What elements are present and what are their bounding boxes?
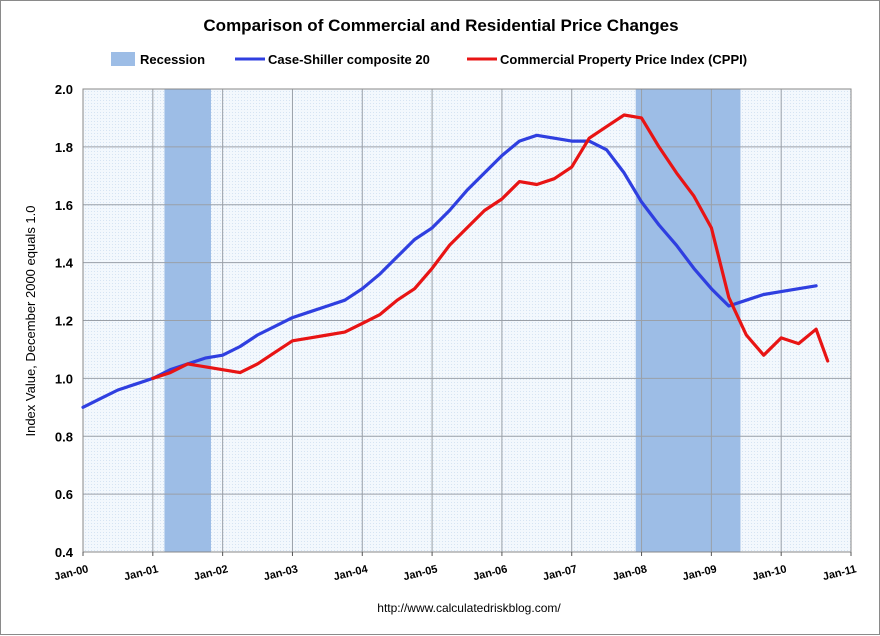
x-tick-label: Jan-11 xyxy=(822,563,858,583)
x-tick-label: Jan-05 xyxy=(402,563,439,583)
y-tick-label: 2.0 xyxy=(55,82,73,97)
x-tick-label: Jan-08 xyxy=(612,563,649,583)
legend-label-recession: Recession xyxy=(140,52,205,67)
legend-label-cppi: Commercial Property Price Index (CPPI) xyxy=(500,52,747,67)
legend: Recession Case-Shiller composite 20 Comm… xyxy=(111,52,747,67)
y-axis: 0.4 0.6 0.8 1.0 1.2 1.4 1.6 1.8 2.0 xyxy=(55,82,74,560)
y-tick-label: 0.6 xyxy=(55,487,73,502)
x-tick-label: Jan-07 xyxy=(542,563,579,583)
y-tick-label: 1.8 xyxy=(55,140,73,155)
x-tick-label: Jan-10 xyxy=(751,563,788,583)
plot-border xyxy=(82,88,852,553)
x-tick-label: Jan-04 xyxy=(332,563,370,583)
x-axis: Jan-00 Jan-01 Jan-02 Jan-03 Jan-04 Jan-05 Jan-… xyxy=(53,552,858,583)
y-tick-label: 0.8 xyxy=(55,429,73,444)
series-line-0 xyxy=(81,133,818,409)
y-tick-label: 1.4 xyxy=(55,256,74,271)
x-tick-label: Jan-01 xyxy=(123,563,160,583)
y-tick-label: 1.6 xyxy=(55,198,73,213)
series-line-1 xyxy=(151,113,830,380)
legend-swatch-recession xyxy=(111,52,135,66)
x-tick-label: Jan-00 xyxy=(53,563,90,583)
x-tick-label: Jan-06 xyxy=(472,563,509,583)
x-tick-label: Jan-03 xyxy=(262,563,299,583)
x-tick-label: Jan-09 xyxy=(681,563,718,583)
source-url: http://www.calculatedriskblog.com/ xyxy=(377,601,561,615)
y-tick-label: 1.2 xyxy=(55,314,73,329)
y-axis-label: Index Value, December 2000 equals 1.0 xyxy=(23,205,38,436)
y-tick-label: 1.0 xyxy=(55,371,73,386)
x-tick-label: Jan-02 xyxy=(193,563,230,583)
legend-label-case-shiller: Case-Shiller composite 20 xyxy=(268,52,430,67)
series-lines xyxy=(81,113,830,409)
chart-title: Comparison of Commercial and Residential… xyxy=(203,16,678,35)
y-tick-label: 0.4 xyxy=(55,545,74,560)
